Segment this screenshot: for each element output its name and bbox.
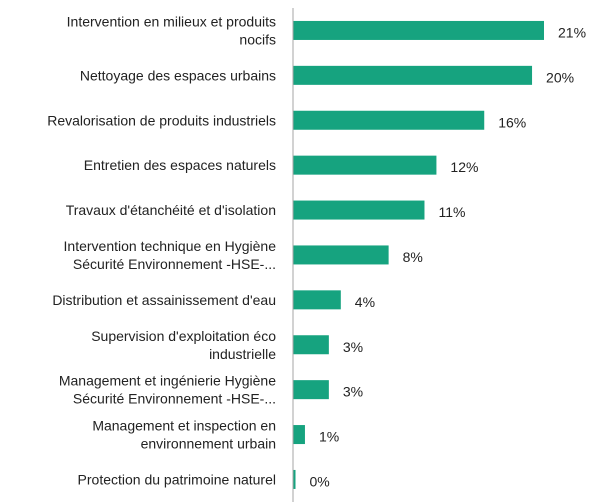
category-label-3-line-0: Entretien des espaces naturels bbox=[84, 157, 276, 173]
category-label-8: Management et ingénierie Hygiène Sécurité… bbox=[59, 373, 276, 407]
category-label-6: Distribution et assainissement d'eau bbox=[52, 292, 276, 308]
category-label-7-line-0: Supervision d'exploitation éco bbox=[91, 328, 276, 344]
category-label-0-line-0: Intervention en milieux et produits bbox=[67, 13, 276, 29]
bar-4 bbox=[293, 200, 425, 220]
category-label-1-line-0: Nettoyage des espaces urbains bbox=[80, 67, 276, 83]
category-label-9-line-1: environnement urbain bbox=[141, 436, 276, 452]
value-label-6: 4% bbox=[355, 294, 375, 310]
category-label-8-line-1: Sécurité Environnement -HSE-... bbox=[73, 391, 276, 407]
value-label-4: 11% bbox=[438, 204, 465, 220]
bar-1 bbox=[293, 65, 533, 85]
bar-8 bbox=[293, 380, 329, 400]
category-label-0: Intervention en milieux et produits nocif… bbox=[67, 13, 276, 47]
category-label-5-line-1: Sécurité Environnement -HSE-... bbox=[73, 256, 276, 272]
category-label-2-line-0: Revalorisation de produits industriels bbox=[47, 112, 276, 128]
value-labels: 21% 20% 16% 12% 11% 8% 4% 3% 3% 1% 0% bbox=[310, 24, 587, 489]
value-label-7: 3% bbox=[343, 339, 363, 355]
value-label-8: 3% bbox=[343, 384, 363, 400]
bar-5 bbox=[293, 245, 389, 265]
value-label-0: 21% bbox=[558, 24, 586, 40]
category-label-9-line-0: Management et inspection en bbox=[92, 418, 276, 434]
category-label-5-line-0: Intervention technique en Hygiène bbox=[64, 238, 277, 254]
bar-3 bbox=[293, 155, 437, 175]
value-label-1: 20% bbox=[546, 69, 574, 85]
bar-7 bbox=[293, 335, 329, 355]
category-label-7: Supervision d'exploitation éco industriel… bbox=[91, 328, 276, 362]
bar-0 bbox=[293, 20, 544, 40]
value-label-5: 8% bbox=[403, 249, 423, 265]
value-label-3: 12% bbox=[450, 159, 478, 175]
category-label-4: Travaux d'étanchéité et d'isolation bbox=[66, 202, 276, 218]
value-label-9: 1% bbox=[319, 429, 339, 445]
category-label-2: Revalorisation de produits industriels bbox=[47, 112, 276, 128]
category-label-9: Management et inspection en environnement… bbox=[92, 418, 276, 452]
bar-6 bbox=[293, 290, 341, 310]
category-label-10: Protection du patrimoine naturel bbox=[78, 471, 276, 487]
category-label-6-line-0: Distribution et assainissement d'eau bbox=[52, 292, 276, 308]
bar-2 bbox=[293, 110, 485, 130]
bars-layer bbox=[293, 20, 544, 489]
category-label-10-line-0: Protection du patrimoine naturel bbox=[78, 471, 276, 487]
category-label-1: Nettoyage des espaces urbains bbox=[80, 67, 276, 83]
category-label-4-line-0: Travaux d'étanchéité et d'isolation bbox=[66, 202, 276, 218]
category-labels: Intervention en milieux et produits nocif… bbox=[47, 13, 276, 487]
bar-10 bbox=[293, 469, 296, 489]
value-label-2: 16% bbox=[498, 114, 526, 130]
value-label-10: 0% bbox=[310, 473, 330, 489]
category-label-7-line-1: industrielle bbox=[209, 346, 276, 362]
category-label-5: Intervention technique en Hygiène Sécurit… bbox=[64, 238, 277, 272]
category-label-3: Entretien des espaces naturels bbox=[84, 157, 276, 173]
bar-9 bbox=[293, 425, 305, 445]
category-label-0-line-1: nocifs bbox=[239, 31, 276, 47]
category-label-8-line-0: Management et ingénierie Hygiène bbox=[59, 373, 276, 389]
